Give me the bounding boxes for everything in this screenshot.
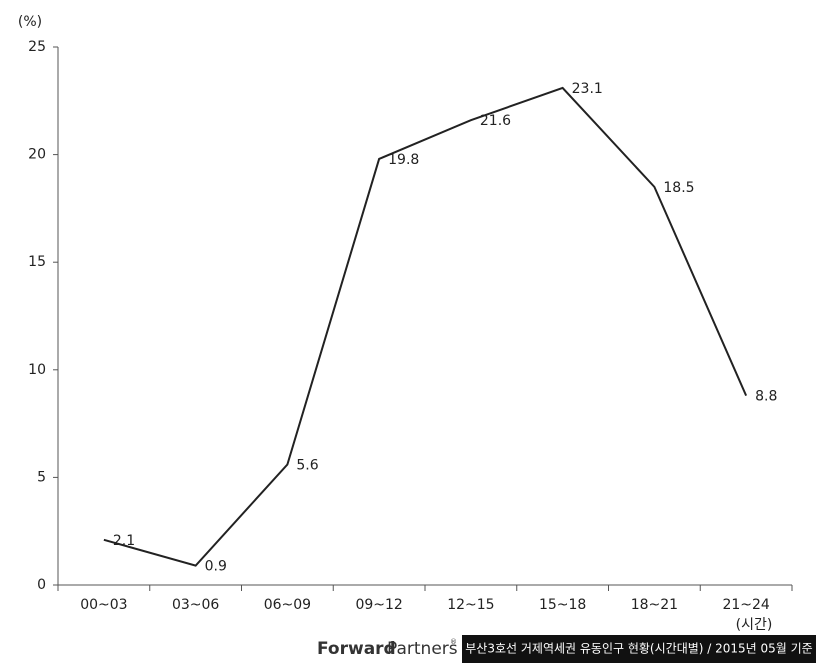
- x-tick-label: 03~06: [172, 597, 219, 613]
- data-label: 18.5: [663, 180, 694, 196]
- registered-mark: ®: [450, 638, 457, 646]
- x-tick-label: 12~15: [447, 597, 494, 613]
- y-tick-label: 25: [28, 39, 46, 55]
- x-tick-label: 21~24: [722, 597, 769, 613]
- data-label: 21.6: [480, 113, 511, 129]
- y-tick-label: 0: [37, 577, 46, 593]
- data-label: 23.1: [572, 81, 603, 97]
- data-label: 5.6: [296, 457, 318, 473]
- x-tick-label: 06~09: [264, 597, 311, 613]
- y-unit: (%): [18, 14, 42, 30]
- x-unit: (시간): [736, 617, 773, 633]
- caption-box: [462, 635, 816, 663]
- brand-bold: Forward: [317, 639, 396, 659]
- y-tick-label: 10: [28, 362, 46, 378]
- x-tick-label: 09~12: [355, 597, 402, 613]
- y-tick-label: 15: [28, 254, 46, 270]
- data-label: 19.8: [388, 152, 419, 168]
- data-label: 0.9: [205, 559, 227, 575]
- brand-regular: Partners: [387, 639, 458, 659]
- data-label: 8.8: [755, 389, 777, 405]
- line: [103, 86, 748, 567]
- data-label: 2.1: [113, 533, 135, 549]
- y-tick-label: 20: [28, 147, 46, 163]
- x-tick-label: 00~03: [80, 597, 127, 613]
- x-tick-label: 15~18: [539, 597, 586, 613]
- x-tick-label: 18~21: [631, 597, 678, 613]
- caption: 부산3호선 거제역세권 유동인구 현황(시간대별) / 2015년 05월 기준: [465, 642, 812, 656]
- y-tick-label: 5: [37, 469, 46, 485]
